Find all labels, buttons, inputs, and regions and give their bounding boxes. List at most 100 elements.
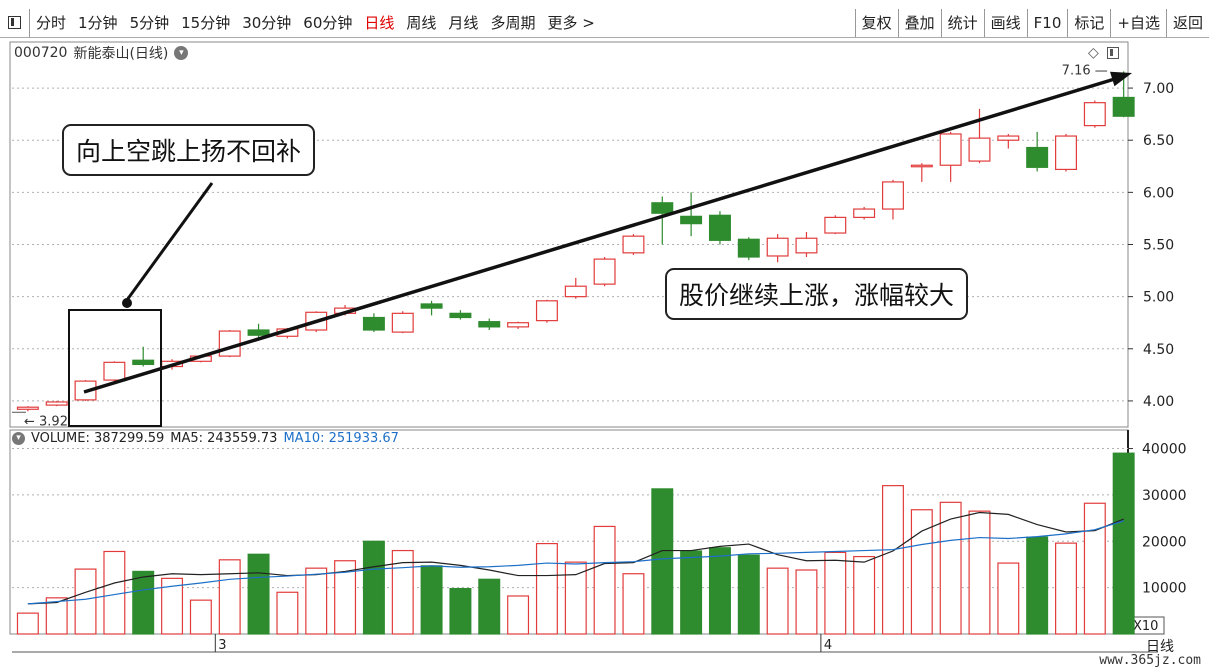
price-tick-label: 5.50 — [1143, 238, 1174, 254]
candle-23 — [680, 192, 703, 237]
volume-bar-18 — [535, 542, 558, 635]
tab-period-8[interactable]: 月线 — [448, 13, 479, 32]
volume-bar-10 — [305, 567, 328, 635]
chevron-down-icon[interactable]: ▾ — [12, 432, 25, 445]
tab-period-7[interactable]: 周线 — [406, 13, 437, 32]
candle-body — [881, 181, 904, 210]
toolbar-button-6[interactable]: +自选 — [1110, 9, 1166, 37]
candle-body — [997, 135, 1020, 141]
volume-bar-19 — [564, 561, 587, 635]
candle-body — [132, 359, 155, 366]
stock-code: 000720 — [14, 45, 68, 61]
candle-32 — [939, 131, 962, 182]
tab-period-9[interactable]: 多周期 — [490, 13, 536, 32]
volume-tick-label: 30000 — [1142, 488, 1187, 504]
volume-bar-31 — [910, 509, 933, 635]
candle-body — [1026, 146, 1049, 168]
x-tick-label: 4 — [824, 638, 832, 653]
candle-body — [362, 316, 385, 331]
tab-period-1[interactable]: 1分钟 — [78, 13, 118, 32]
toolbar-button-4[interactable]: F10 — [1026, 9, 1068, 37]
callout-pointer-dot — [122, 298, 132, 308]
price-tick-label: 7.00 — [1143, 81, 1174, 97]
candle-20 — [593, 257, 616, 287]
volume-bar-29 — [853, 555, 876, 635]
panel-toggle-icon[interactable] — [8, 16, 21, 29]
volume-bar-1 — [45, 597, 68, 635]
volume-bar-32 — [939, 501, 962, 635]
tab-period-3[interactable]: 15分钟 — [181, 13, 231, 32]
candle-26 — [766, 234, 789, 263]
price-tick-label: 6.00 — [1143, 185, 1174, 201]
candle-body — [824, 216, 847, 234]
toolbar-button-0[interactable]: 复权 — [854, 9, 898, 37]
tab-period-5[interactable]: 60分钟 — [303, 13, 353, 32]
tab-period-6[interactable]: 日线 — [364, 13, 395, 32]
volume-bar-5 — [161, 577, 184, 635]
volume-bar-3 — [103, 550, 126, 635]
volume-tick-label: 40000 — [1142, 442, 1187, 458]
volume-bar-11 — [334, 560, 357, 635]
chevron-down-icon[interactable]: ▾ — [174, 46, 189, 60]
diamond-icon[interactable]: ◇ — [1088, 45, 1099, 61]
trend-arrow-head — [1110, 71, 1132, 87]
stock-name: 新能泰山 — [73, 46, 130, 62]
candle-body — [795, 237, 818, 254]
period-toolbar: 分时 1分钟 5分钟 15分钟 30分钟 60分钟 日线 周线 月线 多周期 更多 > 复权 叠加 统计… — [0, 8, 1209, 38]
candle-body — [449, 312, 472, 319]
volume-bar-33 — [968, 510, 991, 635]
chart-tools: ◇ — [1088, 45, 1119, 61]
ma5-line — [27, 511, 1124, 605]
right-callout: 股价继续上涨，涨幅较大 — [665, 268, 969, 320]
candle-29 — [853, 206, 876, 220]
price-panel-frame — [9, 41, 1129, 428]
volume-bar-37 — [1083, 502, 1106, 635]
x-tick-label: 3 — [218, 638, 226, 653]
candle-body — [391, 312, 414, 333]
panel-icon[interactable] — [1106, 47, 1119, 59]
candle-31 — [910, 163, 933, 182]
candle-body — [1055, 135, 1077, 171]
volume-bar-17 — [507, 595, 530, 635]
volume-bar-14 — [420, 565, 443, 635]
candle-body — [622, 235, 645, 254]
tab-period-4[interactable]: 30分钟 — [242, 13, 292, 32]
volume-bar-23 — [680, 550, 703, 635]
candle-12 — [362, 313, 385, 333]
candle-body — [910, 164, 933, 168]
volume-bar-15 — [449, 587, 472, 635]
candle-body — [968, 137, 991, 162]
volume-bar-13 — [391, 549, 414, 635]
volume-tick-label: 10000 — [1142, 581, 1187, 597]
trend-arrow-line — [83, 76, 1119, 394]
ma10-line — [27, 520, 1124, 605]
volume-bar-6 — [189, 599, 212, 635]
candle-body — [535, 300, 558, 322]
toolbar-button-5[interactable]: 标记 — [1067, 9, 1110, 37]
candle-25 — [737, 237, 760, 261]
candle-body — [45, 401, 68, 406]
volume-bar-8 — [247, 553, 270, 635]
stock-period: (日线) — [129, 46, 169, 62]
toolbar-button-1[interactable]: 叠加 — [897, 9, 941, 37]
candle-body — [1083, 102, 1106, 127]
toolbar-button-2[interactable]: 统计 — [940, 9, 984, 37]
candle-30 — [881, 179, 904, 220]
toolbar-button-3[interactable]: 画线 — [983, 9, 1027, 37]
volume-bar-34 — [997, 562, 1020, 635]
tab-period-2[interactable]: 5分钟 — [129, 13, 170, 32]
tab-period-0[interactable]: 分时 — [36, 13, 67, 32]
toolbar-actions: 复权 叠加 统计 画线 F10 标记 +自选 返回 — [854, 8, 1209, 38]
toolbar-button-7[interactable]: 返回 — [1165, 9, 1209, 37]
volume-tick-label: 20000 — [1142, 534, 1187, 550]
candle-body — [16, 406, 39, 410]
candle-body — [478, 321, 501, 328]
candle-body — [564, 285, 587, 298]
candle-21 — [622, 234, 645, 255]
candle-body — [420, 303, 443, 309]
volume-bar-21 — [622, 573, 645, 635]
tab-period-10[interactable]: 更多 > — [547, 13, 595, 32]
ma10-value: MA10: 251933.67 — [283, 431, 399, 446]
candle-1 — [45, 400, 68, 407]
watermark: www.365jz.com — [1099, 653, 1201, 668]
